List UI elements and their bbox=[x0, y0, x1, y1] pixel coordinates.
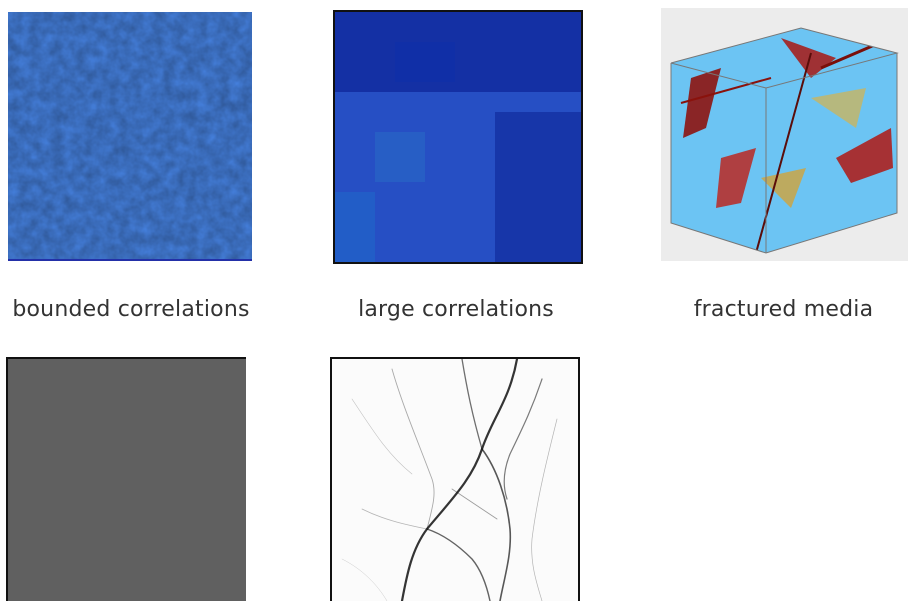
caption-large-correlations: large correlations bbox=[358, 297, 554, 322]
large-correlations-image bbox=[333, 10, 583, 264]
caption-fractured-media: fractured media bbox=[693, 297, 874, 322]
relief-ridges-image bbox=[6, 357, 246, 601]
channel-network-image bbox=[330, 357, 580, 601]
bounded-correlations-image bbox=[8, 12, 252, 261]
fractured-media-cube bbox=[661, 8, 908, 261]
caption-bounded-correlations: bounded correlations bbox=[12, 297, 250, 322]
